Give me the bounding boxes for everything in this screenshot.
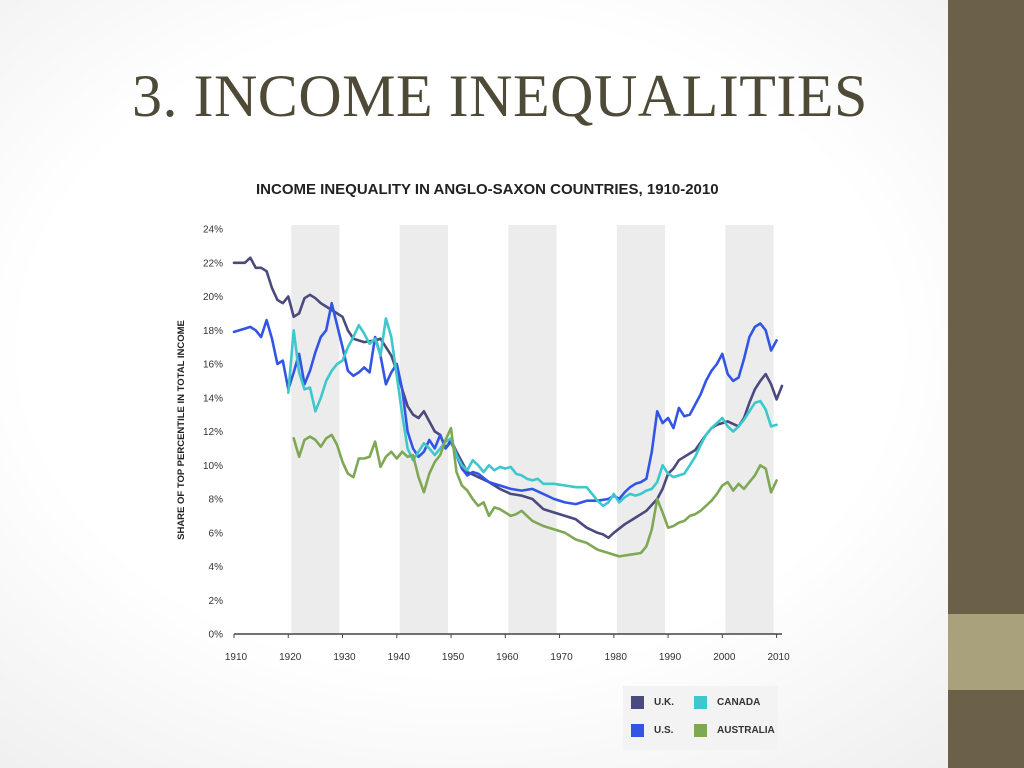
y-tick-label: 12%: [203, 427, 223, 438]
x-tick-label: 1960: [496, 652, 519, 663]
legend-item: U.S.: [631, 724, 673, 737]
y-tick-label: 0%: [209, 630, 224, 641]
x-tick-label: 1970: [550, 652, 573, 663]
legend-item: CANADA: [694, 696, 760, 709]
y-tick-label: 2%: [209, 596, 224, 607]
x-tick-label: 1930: [333, 652, 356, 663]
legend-swatch: [631, 696, 644, 709]
legend-label: AUSTRALIA: [717, 725, 775, 736]
x-tick-label: 1980: [605, 652, 628, 663]
y-axis: 0% 2% 4% 6% 8% 10% 12% 14% 16% 18% 20% 22% 24%: [203, 225, 223, 641]
chart: 0%2%4%6%8%10%12%14%16%18%20%22%24% 1910 1…: [176, 225, 790, 664]
decade-band: [725, 225, 774, 634]
legend-swatch: [694, 724, 707, 737]
legend-label: U.S.: [654, 725, 674, 736]
sidebar-accent-light: [948, 614, 1024, 690]
legend-item: AUSTRALIA: [694, 724, 775, 737]
y-tick-label: 14%: [203, 393, 223, 404]
series-lines: [232, 256, 784, 558]
decade-band: [291, 225, 340, 634]
slide-title: 3. INCOME INEQUALITIES: [132, 63, 868, 129]
x-tick-label: 2010: [767, 652, 790, 663]
x-tick-label: 1940: [388, 652, 411, 663]
decade-band: [508, 225, 557, 634]
y-tick-label: 22%: [203, 258, 223, 269]
chart-legend: U.K. U.S. CANADA AUSTRALIA: [623, 686, 778, 750]
legend-swatch: [631, 724, 644, 737]
y-tick-label: 24%: [203, 225, 223, 236]
y-tick-label: 16%: [203, 360, 223, 371]
legend-label: U.K.: [654, 697, 674, 708]
legend-swatch: [694, 696, 707, 709]
y-tick-label: 18%: [203, 326, 223, 337]
y-tick-label: 20%: [203, 292, 223, 303]
decade-band: [616, 225, 666, 634]
series-line-u-s: [232, 301, 778, 506]
x-tick-label: 1910: [225, 652, 248, 663]
chart-title: INCOME INEQUALITY IN ANGLO-SAXON COUNTRI…: [256, 181, 719, 198]
x-tick-label: 1990: [659, 652, 682, 663]
x-tick-label: 1920: [279, 652, 302, 663]
series-line-australia: [292, 426, 778, 558]
y-tick-label: 4%: [209, 562, 224, 573]
y-tick-label: 8%: [209, 495, 224, 506]
x-tick-label: 2000: [713, 652, 736, 663]
legend-label: CANADA: [717, 697, 761, 708]
y-axis-label: SHARE OF TOP PERCENTILE IN TOTAL INCOME: [176, 320, 187, 540]
decade-bands: [291, 225, 774, 634]
y-tick-label: 10%: [203, 461, 223, 472]
x-tick-label: 1950: [442, 652, 465, 663]
series-line-canada: [287, 317, 778, 508]
legend-item: U.K.: [631, 696, 674, 709]
y-tick-label: 6%: [209, 528, 224, 539]
x-axis: 1910 1920 1930 1940 1950 1960 1970 1980 1990 2000…: [225, 633, 790, 663]
